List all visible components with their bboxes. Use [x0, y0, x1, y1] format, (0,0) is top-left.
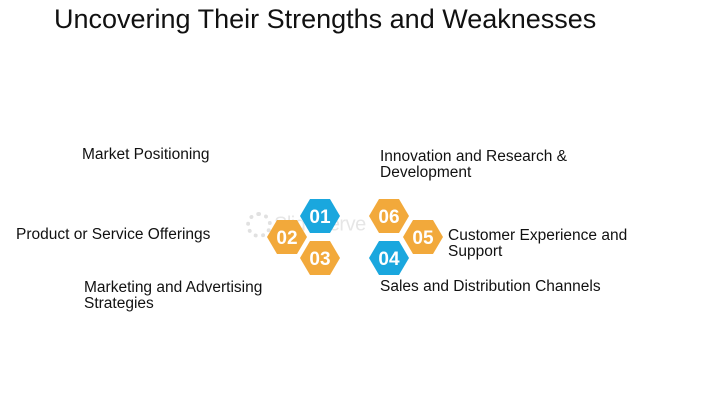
- hexagon-05: 05: [403, 220, 443, 254]
- label-customer-experience: Customer Experience and Support: [448, 228, 627, 260]
- page-title: Uncovering Their Strengths and Weaknesse…: [54, 4, 597, 34]
- label-marketing-line2: Strategies: [84, 295, 154, 312]
- hexagon-01-number: 01: [309, 207, 331, 228]
- hexagon-05-shape: [403, 220, 443, 254]
- hexagon-03: 03: [300, 241, 340, 275]
- label-customer-line2: Support: [448, 243, 503, 260]
- hexagon-03-number: 03: [309, 249, 330, 270]
- hexagon-01: 01: [300, 199, 340, 233]
- hexagon-04: 04: [369, 241, 409, 275]
- hexagon-02-shape: [267, 220, 307, 254]
- hexagon-04-shape: [369, 241, 409, 275]
- label-marketing-line1: Marketing and Advertising: [84, 279, 263, 296]
- label-innovation: Innovation and Research & Development: [380, 149, 567, 181]
- label-innovation-line2: Development: [380, 164, 472, 181]
- label-innovation-line1: Innovation and Research &: [380, 148, 567, 165]
- hexagon-01-shape: [300, 199, 340, 233]
- label-marketing-strategies: Marketing and Advertising Strategies: [84, 280, 262, 312]
- hexagon-02-number: 02: [276, 228, 297, 249]
- hexagon-02: 02: [267, 220, 307, 254]
- hexagon-06-number: 06: [378, 207, 399, 228]
- label-market-positioning: Market Positioning: [82, 146, 210, 163]
- gear-icon: [246, 212, 272, 238]
- hexagon-04-number: 04: [378, 249, 400, 270]
- label-customer-line1: Customer Experience and: [448, 227, 628, 244]
- hexagon-06-shape: [369, 199, 409, 233]
- hexagon-05-number: 05: [412, 228, 434, 249]
- label-product-offerings: Product or Service Offerings: [16, 226, 211, 243]
- hexagon-06: 06: [369, 199, 409, 233]
- label-sales-channels: Sales and Distribution Channels: [380, 278, 601, 295]
- hexagon-03-shape: [300, 241, 340, 275]
